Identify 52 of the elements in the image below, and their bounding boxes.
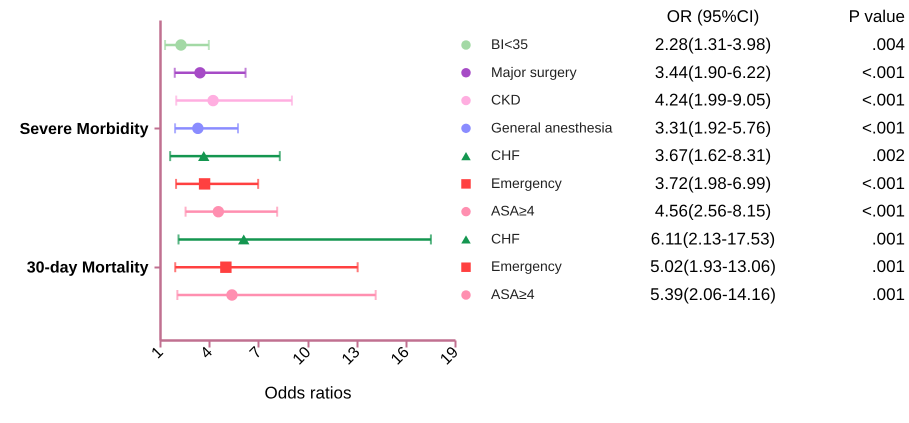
point	[226, 289, 238, 301]
text: <.001	[862, 174, 905, 193]
point	[207, 94, 219, 106]
x-tick-label: 19	[437, 344, 462, 368]
legend-label: Major surgery	[491, 64, 577, 80]
legend-label: ASA≥4	[491, 202, 535, 219]
point	[220, 262, 232, 273]
text: 3.72(1.98-6.99)	[654, 174, 772, 193]
x-tick-label: 1	[148, 344, 167, 362]
point	[175, 39, 187, 51]
text: OR (95%CI)	[666, 7, 760, 26]
y-tick-label: Severe Morbidity	[20, 120, 149, 138]
text: 4.24(1.99-9.05)	[654, 90, 772, 110]
point	[198, 178, 210, 190]
text: <.001	[862, 118, 905, 138]
text: .001	[872, 229, 905, 248]
legend-label: Emergency	[491, 174, 562, 191]
legend-label: Emergency	[491, 258, 562, 274]
y-tick-label: 30-day Mortality	[26, 260, 149, 277]
legend-label: CHF	[491, 230, 520, 246]
text: 3.44(1.90-6.22)	[654, 62, 772, 82]
text: .001	[872, 285, 905, 304]
x-tick-label: 7	[246, 344, 266, 362]
text: 5.02(1.93-13.06)	[650, 257, 776, 276]
text: 5.39(2.06-14.16)	[650, 285, 776, 304]
x-tick-label: 4	[198, 344, 216, 362]
legend-label: CKD	[491, 92, 521, 108]
x-tick-label: 10	[290, 344, 314, 368]
text: 3.31(1.92-5.76)	[654, 118, 772, 138]
point	[198, 151, 210, 162]
text: 6.11(2.13-17.53)	[650, 229, 776, 248]
point	[194, 67, 206, 78]
text: .001	[872, 257, 905, 276]
x-tick-label: 13	[338, 344, 364, 368]
point	[212, 206, 224, 218]
text: <.001	[862, 62, 905, 82]
point	[192, 122, 204, 134]
legend-label: CHF	[491, 147, 520, 164]
text: P value	[848, 7, 905, 26]
point	[238, 234, 250, 244]
text: .002	[872, 146, 905, 166]
legend-label: BI<35	[491, 36, 528, 52]
text: <.001	[862, 90, 905, 110]
x-axis-title: Odds ratios	[264, 384, 352, 403]
text: 2.28(1.31-3.98)	[654, 35, 772, 54]
text: 3.67(1.62-8.31)	[654, 146, 772, 166]
text: .004	[872, 35, 905, 54]
legend-label: General anesthesia	[491, 119, 613, 136]
legend-label: ASA≥4	[491, 286, 535, 302]
text: 4.56(2.56-8.15)	[654, 202, 772, 221]
x-tick-label: 16	[388, 344, 413, 368]
text: <.001	[862, 202, 905, 221]
